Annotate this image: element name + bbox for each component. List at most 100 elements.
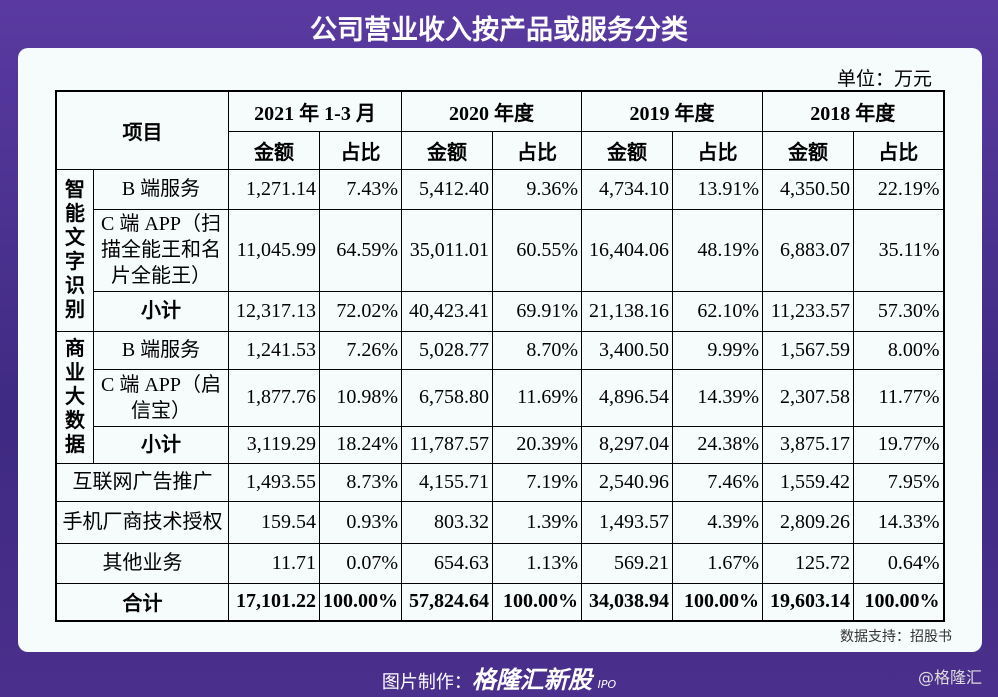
cell: 占比 <box>492 130 582 170</box>
cell: 0.93% <box>319 500 402 544</box>
cell: 9.36% <box>492 168 582 210</box>
cell: 40,423.41 <box>401 290 493 332</box>
cell: 10.98% <box>319 368 402 427</box>
cell: 7.19% <box>492 462 582 502</box>
footer: 图片制作：格隆汇新股 IPO <box>0 660 998 695</box>
cell: 合计 <box>55 582 229 622</box>
cell: 金额 <box>762 130 854 170</box>
cell: 11.77% <box>853 368 944 427</box>
cell: 72.02% <box>319 290 402 332</box>
cell: 803.32 <box>401 500 493 544</box>
cell: 2018 年度 <box>762 90 944 132</box>
cell: 62.10% <box>672 290 763 332</box>
cell: 2019 年度 <box>581 90 763 132</box>
cell: 20.39% <box>492 425 582 464</box>
cell: B 端服务 <box>93 330 229 370</box>
table-row: 手机厂商技术授权 159.54 0.93% 803.32 1.39% 1,493.57 4.… <box>55 500 944 544</box>
cell: 64.59% <box>319 208 402 292</box>
source: 数据支持：招股书 <box>840 629 952 645</box>
cell: 金额 <box>581 130 673 170</box>
cell: 2,540.96 <box>581 462 673 502</box>
cell: 48.19% <box>672 208 763 292</box>
table-row: 金额 占比 金额 占比 金额 占比 金额 占比 <box>56 130 944 170</box>
cell: 8.00% <box>853 330 944 370</box>
cell: 24.38% <box>672 425 763 464</box>
cell: 8.73% <box>319 462 402 502</box>
cell: C 端 APP（启信宝） <box>93 368 229 427</box>
cell: 商业大数据 <box>55 330 94 464</box>
cell: 19.77% <box>853 425 944 464</box>
cell: 11,787.57 <box>401 425 493 464</box>
cell: 占比 <box>853 130 944 170</box>
table-row: 商业大数据 B 端服务 1,241.53 7.26% 5,028.77 8.70% 3,40… <box>55 330 944 464</box>
table: 项目 2021 年 1-3 月 2020 年度 2019 年度 2018 年度 金额 占比金… <box>55 90 945 622</box>
cell: 项目 <box>55 90 229 170</box>
cell: 0.64% <box>853 542 944 584</box>
cell: 小计 <box>93 425 229 464</box>
cell: 8,297.04 <box>581 425 673 464</box>
cell: 35.11% <box>853 208 944 292</box>
cell: 4,734.10 <box>581 168 673 210</box>
cell: 17,101.22 <box>228 582 320 622</box>
cell: 11.69% <box>492 368 582 427</box>
watermark: @格隆汇 <box>917 668 982 687</box>
cell: 11.71 <box>228 542 320 584</box>
table-row: 互联网广告推广 1,493.55 8.73% 4,155.71 7.19% 2,540.9… <box>55 462 944 502</box>
cell: 654.63 <box>401 542 493 584</box>
cell: 0.07% <box>319 542 402 584</box>
cell: 11,233.57 <box>762 290 854 332</box>
cell: 69.91% <box>492 290 582 332</box>
cell: 3,875.17 <box>762 425 854 464</box>
table-row: C 端 APP（启信宝） 1,877.76 10.98% 6,758.80 11.69%… <box>56 368 944 427</box>
cell: 占比 <box>319 130 402 170</box>
cell: 手机厂商技术授权 <box>55 500 229 544</box>
cell: 智能文字识别 <box>55 168 94 332</box>
cell: 5,412.40 <box>401 168 493 210</box>
cell: 159.54 <box>228 500 320 544</box>
cell: 1,559.42 <box>762 462 854 502</box>
table-row: 项目 2021 年 1-3 月 2020 年度 2019 年度 2018 年度 <box>55 90 944 170</box>
table-row: 小计 3,119.29 18.24% 11,787.57 20.39% 8,297.04 2… <box>56 425 944 464</box>
title: 公司营业收入按产品或服务分类 <box>310 15 688 46</box>
cell: 金额 <box>401 130 493 170</box>
cell: 100.00% <box>492 582 582 622</box>
cell: 1.13% <box>492 542 582 584</box>
cell: 2021 年 1-3 月 <box>228 90 402 132</box>
cell: 1,241.53 <box>228 330 320 370</box>
brand-sub: IPO <box>597 678 617 691</box>
cell: C 端 APP（扫描全能王和名片全能王） <box>93 208 229 292</box>
cell: 其他业务 <box>55 542 229 584</box>
table-row: 其他业务 11.71 0.07% 654.63 1.13% 569.21 1.67% 125.… <box>55 542 944 584</box>
cell: 6,883.07 <box>762 208 854 292</box>
cell: 60.55% <box>492 208 582 292</box>
cell: 14.39% <box>672 368 763 427</box>
cell: 35,011.01 <box>401 208 493 292</box>
cell: 100.00% <box>853 582 944 622</box>
table-row: 合计 17,101.22 100.00% 57,824.64 100.00% 34,038… <box>55 582 944 622</box>
cell: 8.70% <box>492 330 582 370</box>
cell: 互联网广告推广 <box>55 462 229 502</box>
cell: 1,877.76 <box>228 368 320 427</box>
cell: 5,028.77 <box>401 330 493 370</box>
cell: 11,045.99 <box>228 208 320 292</box>
cell: 7.95% <box>853 462 944 502</box>
cell: 4.39% <box>672 500 763 544</box>
cell: 57,824.64 <box>401 582 493 622</box>
cell: 14.33% <box>853 500 944 544</box>
cell: 34,038.94 <box>581 582 673 622</box>
cell: 6,758.80 <box>401 368 493 427</box>
credit: 图片制作： <box>381 672 472 693</box>
panel: 单位：万元 项目 2021 年 1-3 月 2020 年度 2019 年度 2018 年… <box>18 48 982 652</box>
brand: 格隆汇新股 <box>471 666 592 694</box>
cell: 2020 年度 <box>401 90 582 132</box>
cell: 7.43% <box>319 168 402 210</box>
cell: 1,567.59 <box>762 330 854 370</box>
cell: 100.00% <box>319 582 402 622</box>
cell: 9.99% <box>672 330 763 370</box>
cell: 4,350.50 <box>762 168 854 210</box>
cell: 占比 <box>672 130 763 170</box>
cell: 金额 <box>228 130 320 170</box>
cell: B 端服务 <box>93 168 229 210</box>
cell: 4,155.71 <box>401 462 493 502</box>
